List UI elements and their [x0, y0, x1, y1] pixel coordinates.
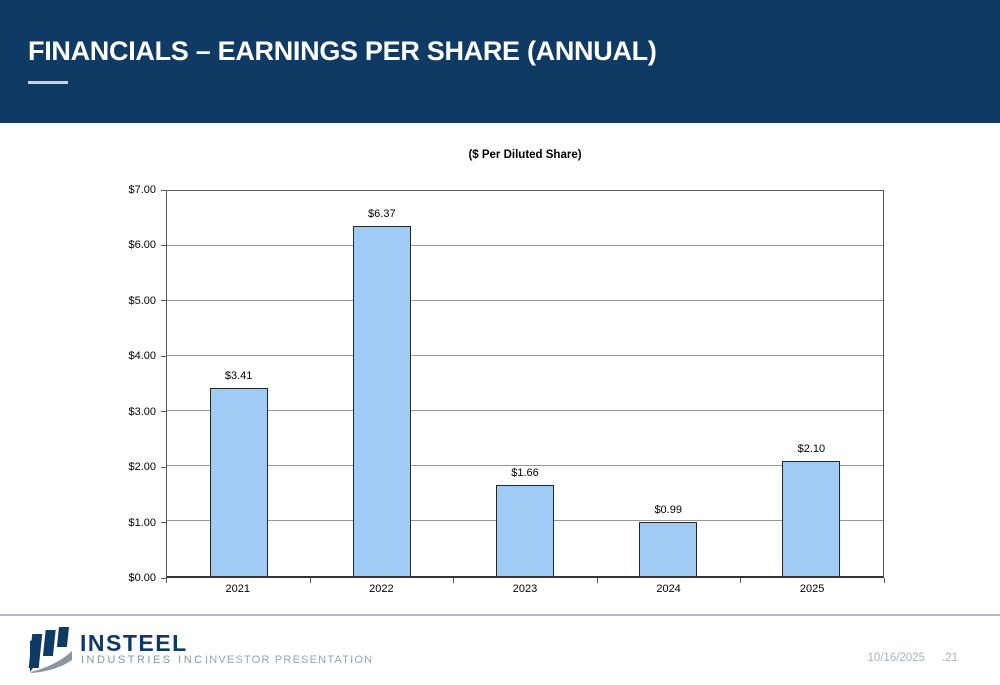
y-tick-label: $6.00 — [128, 239, 156, 252]
bar-2025: $2.10 — [782, 443, 841, 576]
deck-title: INVESTOR PRESENTATION — [205, 654, 374, 666]
y-tick-mark — [161, 244, 166, 246]
gridline — [167, 355, 883, 356]
title-underline — [28, 81, 68, 84]
brand-name: INSTEEL — [80, 630, 188, 656]
header-banner: FINANCIALS – EARNINGS PER SHARE (ANNUAL) — [0, 0, 1000, 123]
plot-area: $3.41 $6.37 $1.66 $0.99 $2.10 — [166, 190, 884, 578]
x-tick-label: 2022 — [369, 583, 394, 595]
brand-subtitle: INDUSTRIES INC. — [81, 654, 211, 666]
bar-2021: $3.41 — [209, 370, 268, 576]
y-tick-mark — [161, 300, 166, 302]
y-tick-mark — [161, 577, 166, 579]
bars-row: $3.41 $6.37 $1.66 $0.99 $2.10 — [167, 191, 883, 576]
y-tick-mark — [161, 466, 166, 468]
x-tick-label: 2021 — [225, 583, 251, 595]
x-tick-label: 2025 — [799, 583, 825, 595]
y-tick-label: $4.00 — [128, 350, 156, 363]
y-tick-mark — [161, 522, 166, 524]
insteel-logo-icon — [28, 627, 72, 673]
bar-value-label: $1.66 — [511, 466, 539, 479]
bar-cell: $3.41 — [167, 191, 310, 576]
page-title: FINANCIALS – EARNINGS PER SHARE (ANNUAL) — [28, 36, 657, 66]
bar-value-label: $0.99 — [654, 503, 682, 516]
x-tick-mark — [884, 578, 885, 583]
bar-cell: $6.37 — [310, 191, 453, 576]
bar-2023: $1.66 — [496, 467, 554, 576]
y-tick-label: $0.00 — [128, 572, 156, 584]
bar-2024: $0.99 — [639, 504, 698, 576]
bar-cell: $1.66 — [453, 191, 596, 576]
x-tick-label: 2023 — [512, 583, 538, 595]
footer: INSTEEL INDUSTRIES INC. INVESTOR PRESENT… — [0, 616, 1000, 685]
y-tick-label: $5.00 — [128, 294, 156, 307]
page-number: .21 — [942, 652, 958, 664]
gridline — [167, 300, 883, 301]
y-tick-label: $2.00 — [128, 461, 156, 474]
x-tick-mark — [309, 578, 311, 583]
bar-value-label: $3.41 — [224, 370, 253, 383]
y-tick-label: $3.00 — [128, 405, 156, 418]
gridline — [167, 410, 883, 411]
x-tick-label: 2024 — [656, 583, 681, 595]
y-axis: $0.00 $1.00 $2.00 $3.00 $4.00 $5.00 $6.00 $7.00 — [96, 184, 166, 584]
y-tick-label: $7.00 — [128, 184, 156, 196]
bar-cell: $0.99 — [597, 191, 740, 576]
bar-2022: $6.37 — [352, 208, 411, 576]
y-tick-mark — [161, 411, 166, 413]
y-tick-label: $1.00 — [128, 516, 156, 529]
chart-title: ($ Per Diluted Share) — [468, 149, 582, 161]
gridline — [167, 245, 883, 246]
x-tick-mark — [453, 578, 455, 583]
y-tick-mark — [161, 355, 166, 357]
footer-divider — [0, 614, 1000, 616]
x-tick-mark — [166, 578, 167, 583]
gridline — [167, 465, 883, 466]
bar-value-label: $2.10 — [797, 442, 826, 455]
x-tick-mark — [596, 578, 598, 583]
y-tick-mark — [161, 189, 166, 191]
x-axis: 2021 2022 2023 2024 2025 — [166, 583, 884, 595]
footer-date: 10/16/2025 — [867, 652, 925, 664]
bar-cell: $2.10 — [740, 191, 883, 576]
bar-value-label: $6.37 — [368, 207, 396, 220]
x-tick-mark — [740, 578, 742, 583]
